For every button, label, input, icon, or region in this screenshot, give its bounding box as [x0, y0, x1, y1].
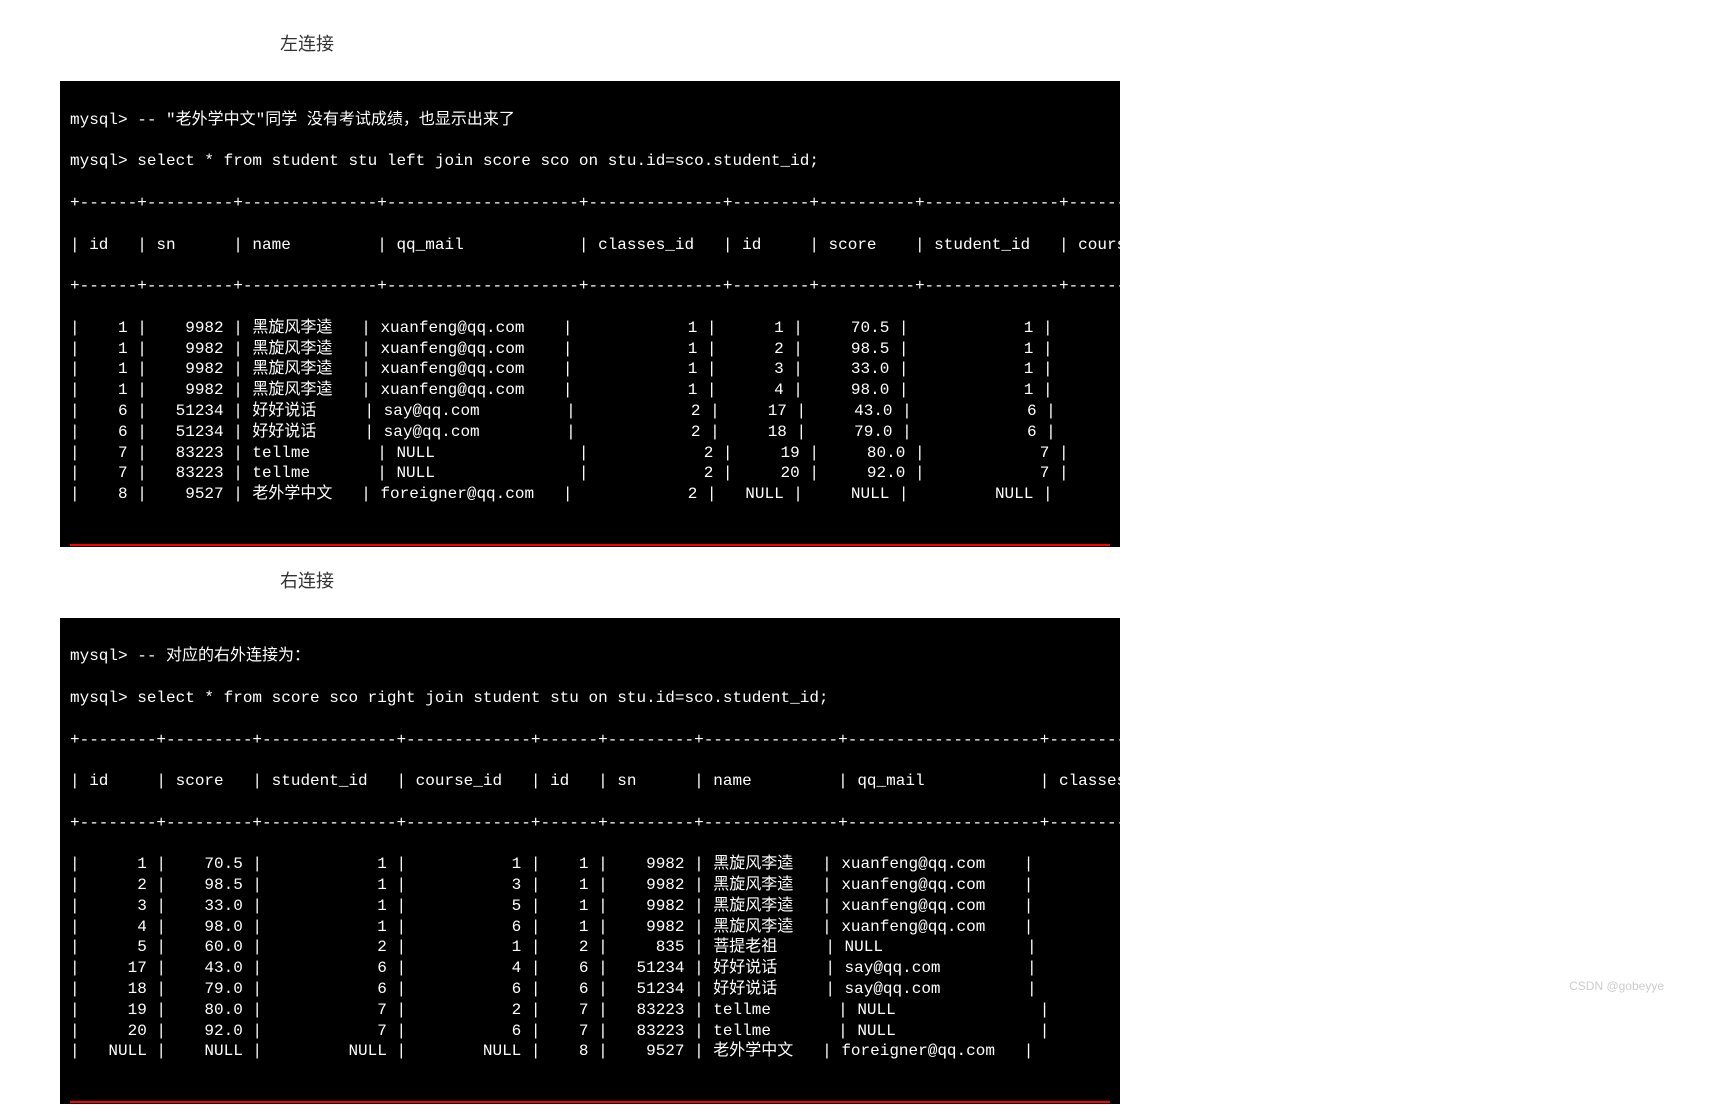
- table-row: | 2 | 98.5 | 1 | 3 | 1 | 9982 | 黑旋风李逵 | …: [70, 875, 1110, 896]
- left-join-label: 左连接: [280, 30, 1664, 56]
- highlight-underline: [70, 1101, 1110, 1103]
- table-border: +------+---------+--------------+-------…: [70, 276, 1110, 297]
- table-row: | 7 | 83223 | tellme | NULL | 2 | 19 | 8…: [70, 443, 1110, 464]
- mysql-comment-line: mysql> -- "老外学中文"同学 没有考试成绩，也显示出来了: [70, 110, 1110, 131]
- highlight-underline: [70, 544, 1110, 546]
- table-row: | NULL | NULL | NULL | NULL | 8 | 9527 |…: [70, 1041, 1110, 1062]
- terminal-right-join: mysql> -- 对应的右外连接为： mysql> select * from…: [60, 618, 1120, 1104]
- table-header: | id | score | student_id | course_id | …: [70, 771, 1110, 792]
- mysql-comment-line: mysql> -- 对应的右外连接为：: [70, 646, 1110, 667]
- table-body: | 1 | 70.5 | 1 | 1 | 1 | 9982 | 黑旋风李逵 | …: [70, 854, 1110, 1062]
- table-row: | 7 | 83223 | tellme | NULL | 2 | 20 | 9…: [70, 463, 1110, 484]
- table-row: | 8 | 9527 | 老外学中文 | foreigner@qq.com | …: [70, 484, 1110, 505]
- table-border: +--------+---------+--------------+-----…: [70, 813, 1110, 834]
- table-row: | 18 | 79.0 | 6 | 6 | 6 | 51234 | 好好说话 |…: [70, 979, 1110, 1000]
- terminal-left-join: mysql> -- "老外学中文"同学 没有考试成绩，也显示出来了 mysql>…: [60, 81, 1120, 547]
- table-row: | 4 | 98.0 | 1 | 6 | 1 | 9982 | 黑旋风李逵 | …: [70, 917, 1110, 938]
- table-row: | 20 | 92.0 | 7 | 6 | 7 | 83223 | tellme…: [70, 1021, 1110, 1042]
- table-row: | 6 | 51234 | 好好说话 | say@qq.com | 2 | 18…: [70, 422, 1110, 443]
- table-row: | 1 | 9982 | 黑旋风李逵 | xuanfeng@qq.com | 1…: [70, 380, 1110, 401]
- mysql-query-line: mysql> select * from score sco right joi…: [70, 688, 1110, 709]
- watermark: CSDN @gobeyye: [1569, 979, 1664, 993]
- table-row: | 17 | 43.0 | 6 | 4 | 6 | 51234 | 好好说话 |…: [70, 958, 1110, 979]
- right-join-label: 右连接: [280, 567, 1664, 593]
- table-row: | 19 | 80.0 | 7 | 2 | 7 | 83223 | tellme…: [70, 1000, 1110, 1021]
- table-border: +------+---------+--------------+-------…: [70, 193, 1110, 214]
- table-header: | id | sn | name | qq_mail | classes_id …: [70, 235, 1110, 256]
- table-row: | 1 | 9982 | 黑旋风李逵 | xuanfeng@qq.com | 1…: [70, 339, 1110, 360]
- table-row: | 1 | 70.5 | 1 | 1 | 1 | 9982 | 黑旋风李逵 | …: [70, 854, 1110, 875]
- table-row: | 3 | 33.0 | 1 | 5 | 1 | 9982 | 黑旋风李逵 | …: [70, 896, 1110, 917]
- table-body: | 1 | 9982 | 黑旋风李逵 | xuanfeng@qq.com | 1…: [70, 318, 1110, 505]
- table-row: | 1 | 9982 | 黑旋风李逵 | xuanfeng@qq.com | 1…: [70, 359, 1110, 380]
- mysql-query-line: mysql> select * from student stu left jo…: [70, 151, 1110, 172]
- table-row: | 1 | 9982 | 黑旋风李逵 | xuanfeng@qq.com | 1…: [70, 318, 1110, 339]
- table-row: | 5 | 60.0 | 2 | 1 | 2 | 835 | 菩提老祖 | NU…: [70, 937, 1110, 958]
- table-border: +--------+---------+--------------+-----…: [70, 730, 1110, 751]
- table-row: | 6 | 51234 | 好好说话 | say@qq.com | 2 | 17…: [70, 401, 1110, 422]
